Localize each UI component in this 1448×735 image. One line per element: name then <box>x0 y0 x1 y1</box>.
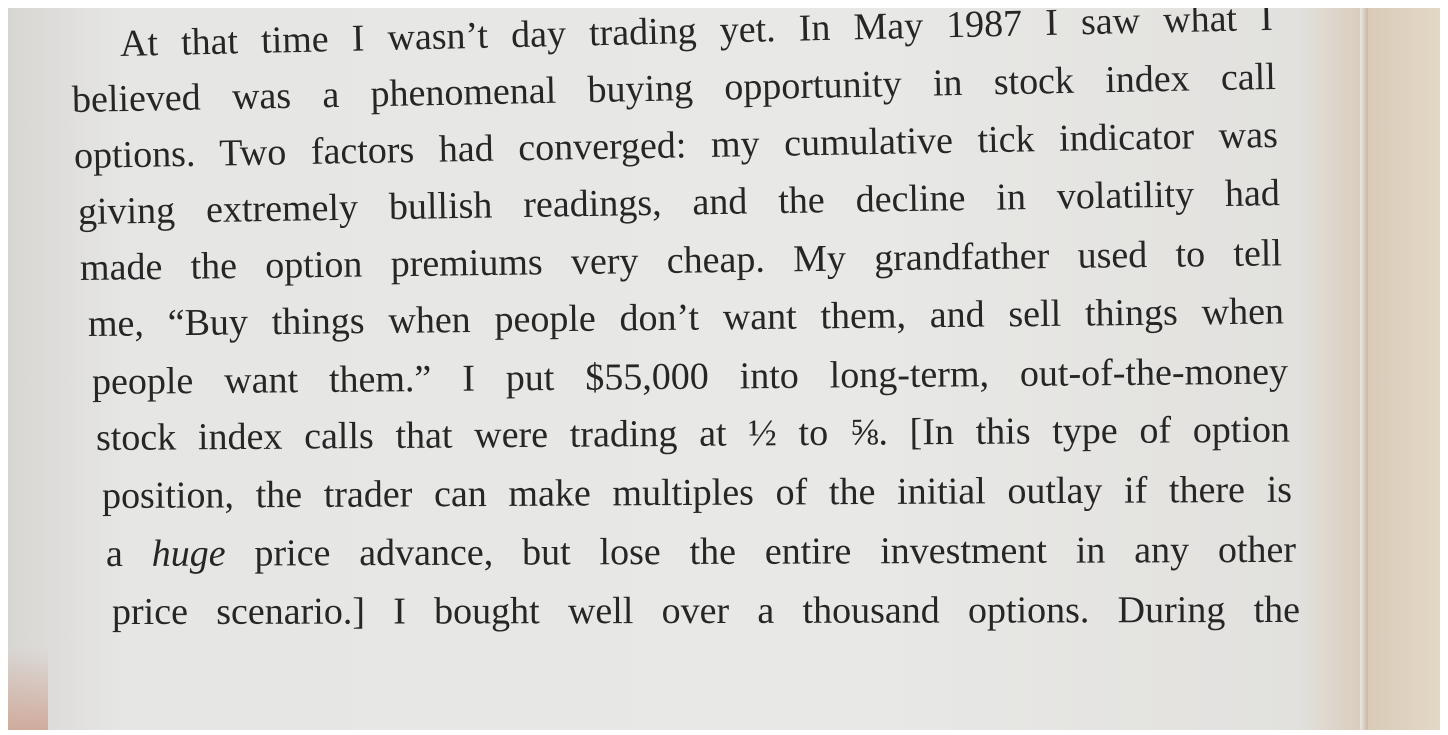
text-line: me, “Buy things when people don’t want t… <box>88 289 1284 346</box>
text-line: made the option premiums very cheap. My … <box>80 231 1282 290</box>
text-line: price scenario.] I bought well over a th… <box>112 588 1300 634</box>
italic-word: huge <box>152 533 226 575</box>
page-corner <box>8 648 48 730</box>
page: At that time I wasn’t day trading yet. I… <box>0 0 1448 735</box>
book-photo: At that time I wasn’t day trading yet. I… <box>8 8 1440 730</box>
text-line: position, the trader can make multiples … <box>102 468 1292 518</box>
page-edge <box>1360 8 1368 730</box>
text-segment: a <box>106 533 123 575</box>
text-line: a huge price advance, but lose the entir… <box>106 528 1296 576</box>
text-line: stock index calls that were trading at ½… <box>96 408 1290 460</box>
text-line: people want them.” I put $55,000 into lo… <box>92 350 1288 404</box>
text-segment: price advance, but lose the entire inves… <box>254 529 1296 575</box>
text-line: believed was a phenomenal buying opportu… <box>72 55 1277 122</box>
text-line: options. Two factors had converged: my c… <box>74 113 1279 178</box>
text-line: giving extremely bullish readings, and t… <box>78 171 1281 234</box>
